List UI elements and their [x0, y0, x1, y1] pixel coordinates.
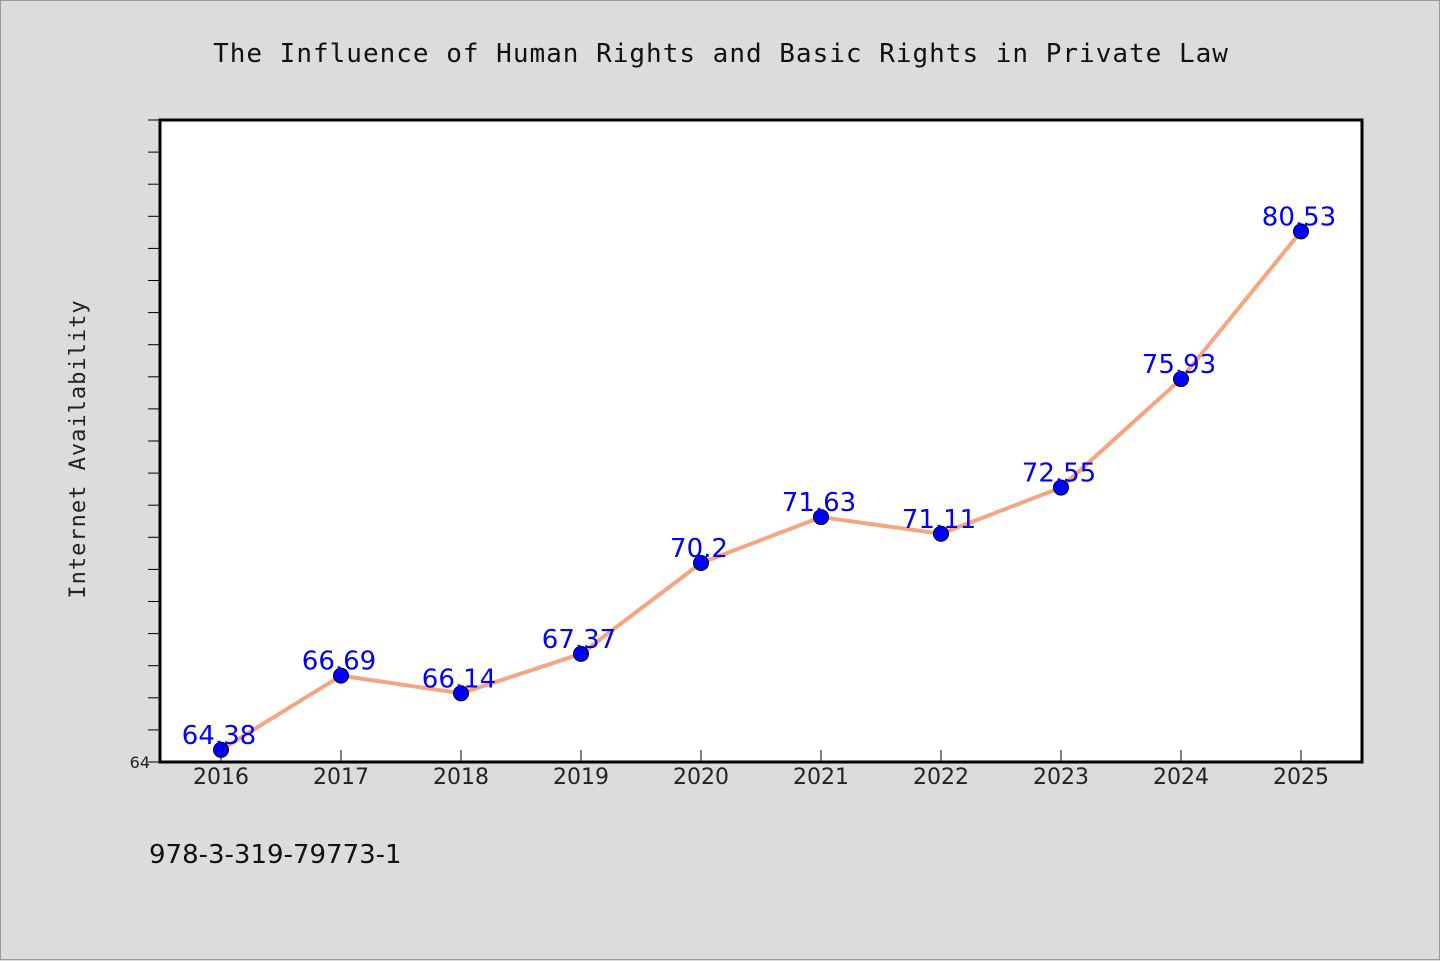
series-line — [219, 230, 1303, 752]
plot-area — [158, 118, 1364, 764]
data-label: 75.93 — [1142, 350, 1216, 380]
data-point — [333, 667, 349, 684]
x-tick-label: 2023 — [1033, 765, 1089, 790]
y-axis-label: Internet Availability — [66, 299, 91, 598]
data-point — [933, 525, 949, 542]
x-tick-label: 2021 — [793, 765, 849, 790]
data-point — [1293, 223, 1309, 240]
chart-title: The Influence of Human Rights and Basic … — [213, 39, 1229, 69]
x-tick-label: 2018 — [433, 765, 489, 790]
x-tick-label: 2017 — [313, 765, 369, 790]
footnote-isbn: 978-3-319-79773-1 — [149, 840, 402, 870]
x-tick-label: 2020 — [673, 765, 729, 790]
data-point — [1173, 371, 1189, 388]
x-tick-label: 2019 — [553, 765, 609, 790]
data-label: 80.53 — [1262, 202, 1336, 232]
x-tick-label: 2022 — [913, 765, 969, 790]
data-label: 72.55 — [1022, 459, 1096, 489]
y-tick-label: 64 — [130, 753, 150, 772]
x-tick-label: 2016 — [193, 765, 249, 790]
x-tick-label: 2025 — [1273, 765, 1329, 790]
series-layer — [213, 223, 1309, 758]
data-point — [1053, 479, 1069, 496]
data-label: 66.69 — [302, 647, 376, 677]
data-point — [213, 741, 229, 758]
data-label: 64.38 — [182, 721, 256, 751]
data-label: 70.2 — [670, 534, 728, 564]
data-label: 67.37 — [542, 625, 616, 655]
data-label: 71.63 — [782, 488, 856, 518]
x-axis-ticks: 2016 2017 2018 2019 2020 2021 2022 2023 2024 2025 — [193, 750, 1329, 790]
data-label: 66.14 — [422, 664, 496, 694]
y-axis-ticks: 64 — [130, 119, 160, 772]
data-labels: 64.38 66.69 66.14 67.37 70.2 71.63 71.11 72.55 7… — [182, 202, 1336, 750]
x-tick-label: 2024 — [1153, 765, 1209, 790]
data-point — [573, 645, 589, 662]
data-point — [813, 509, 829, 526]
data-point — [453, 685, 469, 702]
data-label: 71.11 — [902, 505, 976, 535]
data-point — [693, 554, 709, 571]
